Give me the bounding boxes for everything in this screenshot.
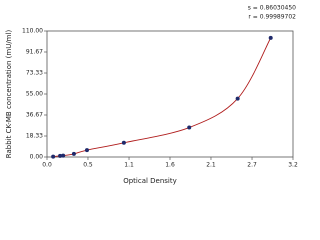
data-point: [58, 153, 63, 158]
data-point: [121, 140, 126, 145]
x-tick-label: 1.1: [124, 162, 134, 169]
x-tick-label: 0.0: [42, 162, 52, 169]
annotation: r = 0.99989702: [248, 14, 296, 21]
x-tick-label: 1.6: [165, 162, 175, 169]
x-axis-label: Optical Density: [123, 177, 177, 185]
y-tick-label: 0.00: [30, 154, 44, 161]
data-point: [84, 148, 89, 153]
y-tick-label: 73.33: [26, 70, 43, 77]
y-axis-label: Rabbit CK-MB concentration (mU/ml): [5, 30, 13, 159]
x-tick-label: 2.7: [247, 162, 257, 169]
data-point: [51, 154, 56, 159]
y-tick-label: 18.33: [26, 133, 43, 140]
plot-frame: [46, 30, 294, 158]
y-tick-label: 91.67: [26, 48, 43, 55]
data-point: [61, 153, 66, 158]
x-tick-label: 3.2: [288, 162, 298, 169]
y-tick-label: 110.00: [22, 28, 43, 35]
annotation: s = 0.86030450: [248, 5, 296, 12]
y-tick-label: 36.67: [26, 111, 43, 118]
x-tick-label: 0.5: [83, 162, 93, 169]
data-point: [268, 35, 273, 40]
chart: Optical Density Rabbit CK-MB concentrati…: [5, 5, 298, 186]
y-tick-label: 55.00: [26, 91, 43, 98]
data-point: [71, 151, 76, 156]
data-point: [187, 125, 192, 130]
x-tick-label: 2.1: [206, 162, 216, 169]
data-point: [235, 96, 240, 101]
